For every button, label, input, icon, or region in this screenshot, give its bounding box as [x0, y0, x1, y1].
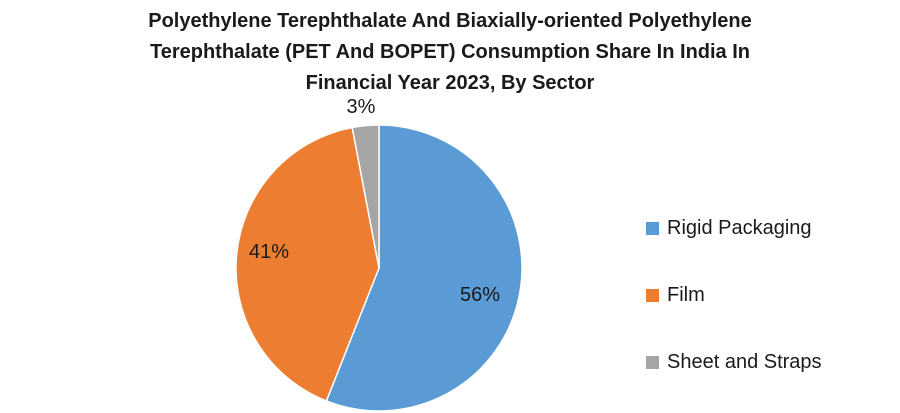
data-label-film: 41%: [249, 241, 289, 263]
pie-slice-film: [235, 126, 380, 402]
legend: Rigid Packaging Film Sheet and Straps: [646, 195, 822, 396]
chart-title-line-3: Financial Year 2023, By Sector: [305, 72, 595, 94]
legend-label: Rigid Packaging: [667, 217, 812, 239]
chart-title: Polyethylene Terephthalate And Biaxially…: [60, 6, 840, 99]
data-label-sheet-and-straps: 3%: [347, 96, 376, 118]
legend-item-rigid-packaging: Rigid Packaging: [646, 195, 822, 262]
pie-data-labels: 56% 41% 3%: [249, 96, 500, 306]
chart-title-line-1: Polyethylene Terephthalate And Biaxially…: [148, 10, 752, 32]
legend-item-film: Film: [646, 262, 822, 329]
chart-title-line-2: Terephthalate (PET And BOPET) Consumptio…: [149, 41, 751, 63]
pie-slice-sheet-and-straps: [351, 124, 380, 269]
pie-slice-rigid-packaging: [325, 124, 523, 412]
data-label-rigid-packaging: 56%: [460, 284, 500, 306]
legend-swatch: [646, 222, 659, 235]
legend-label: Film: [667, 284, 705, 306]
legend-swatch: [646, 289, 659, 302]
legend-label: Sheet and Straps: [667, 351, 822, 373]
legend-swatch: [646, 356, 659, 369]
legend-item-sheet-and-straps: Sheet and Straps: [646, 329, 822, 396]
pie-slices: [235, 124, 523, 412]
